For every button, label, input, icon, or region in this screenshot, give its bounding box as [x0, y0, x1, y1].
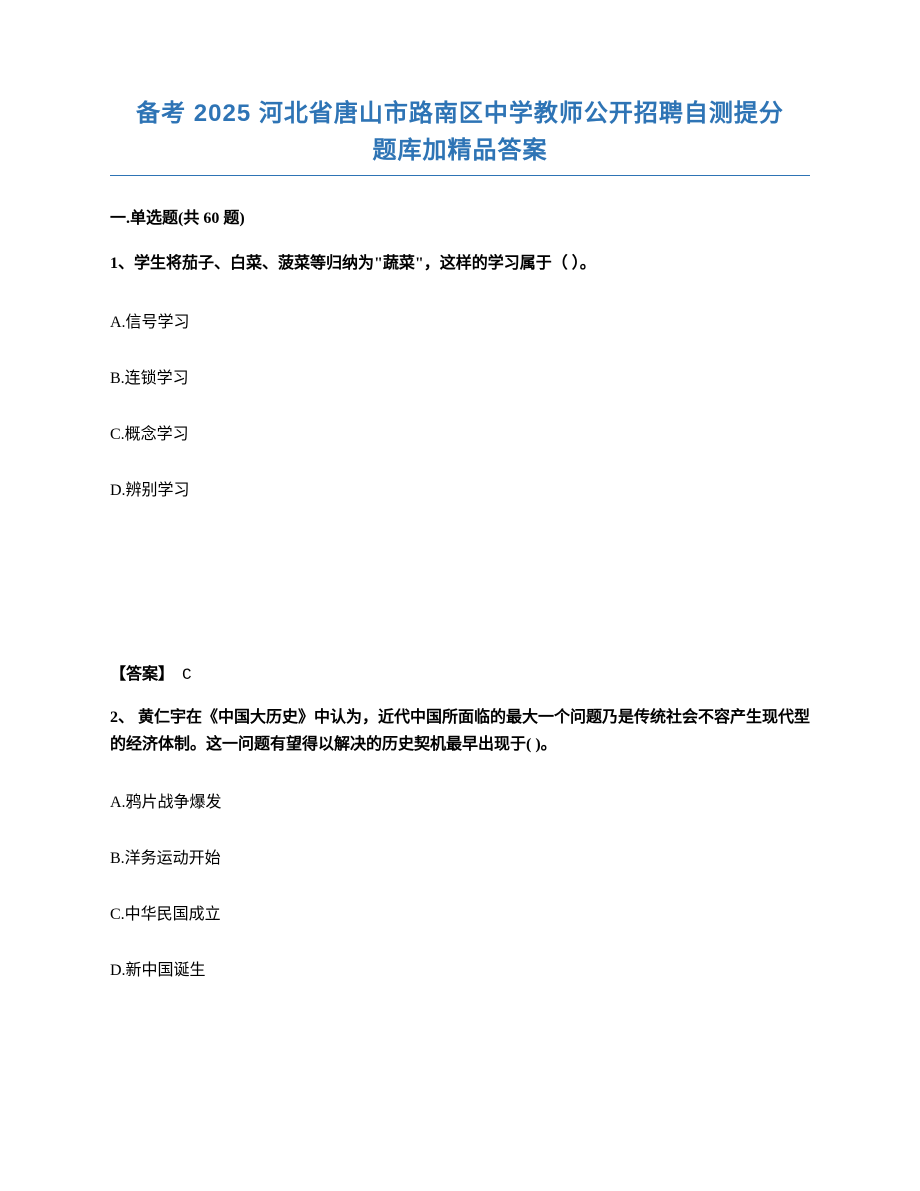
option-a: A.鸦片战争爆发	[110, 788, 810, 812]
title-line-2: 题库加精品答案	[110, 132, 810, 169]
question-block: 2、 黄仁宇在《中国大历史》中认为，近代中国所面临的最大一个问题乃是传统社会不容…	[110, 704, 810, 980]
question-stem: 2、 黄仁宇在《中国大历史》中认为，近代中国所面临的最大一个问题乃是传统社会不容…	[110, 704, 810, 758]
option-a: A.信号学习	[110, 308, 810, 332]
question-block: 1、学生将茄子、白菜、菠菜等归纳为"蔬菜"，这样的学习属于（ ）。 A.信号学习…	[110, 250, 810, 683]
option-b: B.连锁学习	[110, 364, 810, 388]
answer-label: 【答案】	[110, 666, 174, 683]
section-header: 一.单选题(共 60 题)	[110, 204, 810, 228]
option-b: B.洋务运动开始	[110, 844, 810, 868]
title-line-1: 备考 2025 河北省唐山市路南区中学教师公开招聘自测提分	[110, 95, 810, 132]
document-page: 备考 2025 河北省唐山市路南区中学教师公开招聘自测提分 题库加精品答案 一.…	[0, 0, 920, 980]
document-title-block: 备考 2025 河北省唐山市路南区中学教师公开招聘自测提分 题库加精品答案	[110, 95, 810, 176]
answer-block: 【答案】 C	[110, 660, 810, 684]
option-c: C.中华民国成立	[110, 900, 810, 924]
answer-value: C	[182, 666, 192, 684]
option-c: C.概念学习	[110, 420, 810, 444]
option-d: D.辨别学习	[110, 476, 810, 500]
option-d: D.新中国诞生	[110, 956, 810, 980]
question-stem: 1、学生将茄子、白菜、菠菜等归纳为"蔬菜"，这样的学习属于（ ）。	[110, 250, 810, 277]
